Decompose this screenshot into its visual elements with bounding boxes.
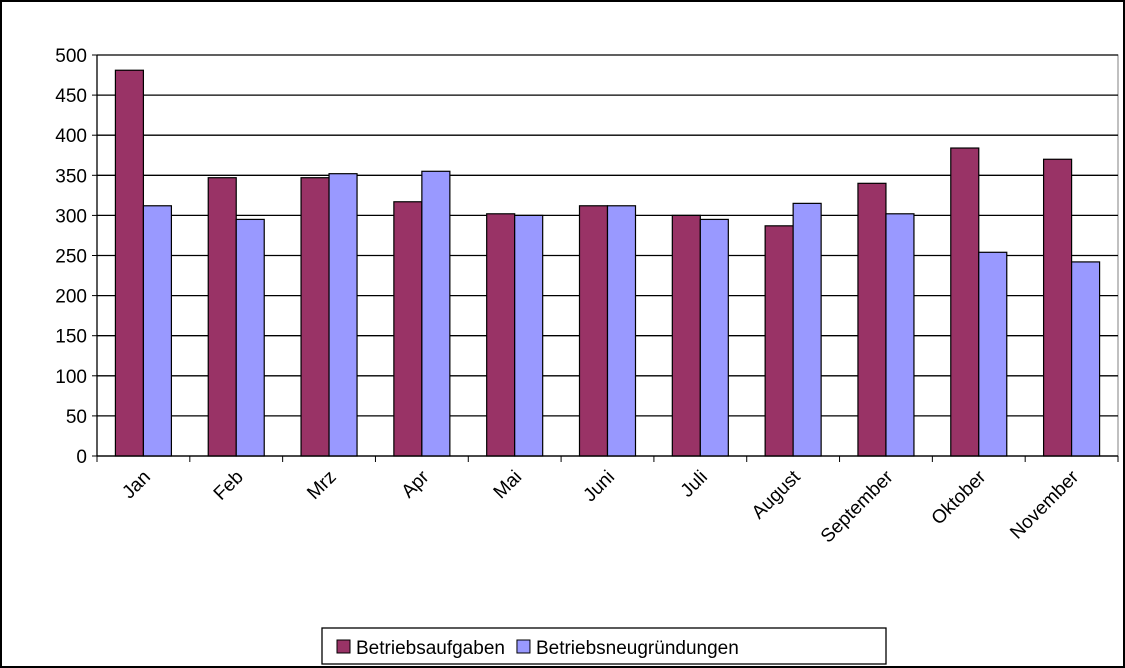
legend-swatch	[336, 639, 351, 654]
bar	[421, 170, 451, 457]
y-tick-label: 450	[55, 86, 87, 107]
bar	[1070, 261, 1101, 457]
legend-swatch	[516, 639, 531, 654]
y-tick-label: 0	[76, 447, 87, 468]
bar	[671, 214, 701, 457]
bar	[486, 213, 516, 457]
bar	[764, 225, 794, 457]
bar	[857, 182, 887, 457]
y-tick-label: 50	[66, 407, 87, 428]
bar	[1042, 158, 1073, 457]
y-tick-label: 500	[55, 46, 87, 67]
bar	[978, 251, 1008, 457]
bar	[207, 177, 237, 457]
y-tick-label: 400	[55, 126, 87, 147]
bar	[393, 201, 423, 457]
bar	[950, 147, 980, 457]
bar	[235, 218, 265, 457]
bar	[699, 218, 729, 457]
bar	[114, 69, 145, 457]
bar	[606, 205, 637, 457]
legend-box	[321, 627, 887, 665]
bar	[300, 177, 330, 457]
bar	[514, 214, 544, 457]
y-tick-label: 300	[55, 206, 87, 227]
bar	[142, 205, 173, 457]
bar	[885, 213, 915, 457]
legend-label: Betriebsneugründungen	[536, 638, 739, 659]
legend-label: Betriebsaufgaben	[356, 638, 505, 659]
y-tick-label: 250	[55, 247, 87, 268]
bar	[578, 205, 609, 457]
bar	[328, 173, 358, 457]
y-tick-label: 100	[55, 367, 87, 388]
y-tick-label: 200	[55, 287, 87, 308]
y-tick-label: 150	[55, 327, 87, 348]
y-tick-label: 350	[55, 166, 87, 187]
bar	[792, 202, 822, 457]
